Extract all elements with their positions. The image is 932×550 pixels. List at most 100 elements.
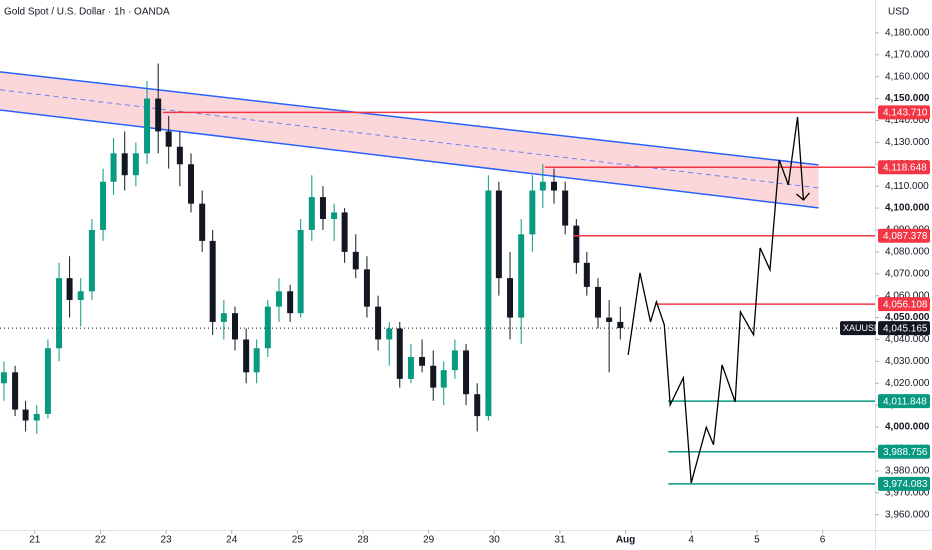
candle-body — [474, 394, 481, 417]
channel-upper — [0, 71, 819, 166]
candle-body — [375, 306, 382, 340]
chart-title: Gold Spot / U.S. Dollar · 1h · OANDA — [4, 7, 170, 18]
y-tick-label: 4,030.000 — [885, 356, 930, 367]
price-tag — [878, 476, 930, 491]
candle-body — [220, 313, 227, 322]
candle-body — [308, 197, 315, 230]
candle-body — [188, 164, 195, 204]
y-tick-label: 3,960.000 — [885, 509, 930, 520]
candle-body — [12, 372, 19, 410]
candle-body — [341, 212, 348, 252]
candle-body — [485, 190, 492, 417]
channel-lower — [0, 109, 819, 209]
candle-body — [66, 278, 73, 301]
candle-body — [243, 339, 250, 373]
candle-body — [539, 181, 546, 191]
candle-body — [231, 313, 238, 340]
candle-body — [463, 350, 470, 395]
candle-body — [529, 190, 536, 235]
y-tick-label: 4,060.000 — [885, 290, 930, 301]
candle-body — [518, 234, 525, 318]
y-tick-label: 4,000.000 — [885, 422, 930, 433]
y-tick-label: 4,020.000 — [885, 378, 930, 389]
price-tag — [878, 297, 930, 312]
price-tag — [878, 228, 930, 243]
x-tick-label: 25 — [292, 535, 304, 546]
y-tick-label: 4,170.000 — [885, 49, 930, 60]
candle-body — [0, 372, 7, 384]
last-price-tag — [878, 321, 930, 336]
candle-body — [253, 348, 260, 373]
candle-body — [319, 197, 326, 220]
price-tag — [878, 394, 930, 409]
candle-body — [606, 317, 613, 322]
candle-body — [396, 328, 403, 379]
candle-body — [583, 262, 590, 287]
candle-body — [507, 278, 514, 318]
candle-body — [386, 328, 393, 340]
price-tag-label: 4,056.108 — [883, 299, 928, 310]
x-tick-label: 6 — [820, 535, 826, 546]
x-tick-label: 30 — [489, 535, 501, 546]
candle-body — [144, 98, 151, 154]
last-price-tag-label: 4,045.165 — [883, 323, 928, 334]
candle-body — [551, 181, 558, 191]
x-tick-label: 23 — [161, 535, 173, 546]
candle-body — [430, 365, 437, 388]
channel-middle — [0, 89, 819, 189]
y-tick-label: 4,050.000 — [885, 312, 930, 323]
symbol-tag — [840, 321, 876, 336]
candle-body — [110, 153, 117, 182]
forecast-arrowhead — [796, 192, 810, 201]
candle-body — [176, 146, 183, 165]
y-tick-label: 3,970.000 — [885, 487, 930, 498]
candle-body — [407, 356, 414, 379]
candle-body — [573, 225, 580, 263]
x-tick-label: 31 — [554, 535, 566, 546]
candle-body — [155, 98, 162, 132]
candle-body — [594, 286, 601, 318]
price-tag-label: 3,974.083 — [883, 479, 928, 490]
candle-body — [297, 229, 304, 314]
candle-body — [33, 413, 40, 421]
candle-body — [331, 212, 338, 220]
y-tick-label: 4,040.000 — [885, 334, 930, 345]
y-tick-label: 4,070.000 — [885, 268, 930, 279]
price-tag-label: 4,143.710 — [883, 107, 928, 118]
candle-body — [199, 203, 206, 241]
y-tick-label: 4,140.000 — [885, 115, 930, 126]
x-tick-label: 24 — [226, 535, 238, 546]
candle-body — [419, 356, 426, 366]
candle-body — [287, 291, 294, 314]
candle-body — [88, 229, 95, 292]
y-tick-label: 4,150.000 — [885, 93, 930, 104]
y-tick-label: 4,100.000 — [885, 203, 930, 214]
candle-body — [562, 190, 569, 226]
candle-body — [132, 153, 139, 176]
x-tick-label: 21 — [29, 535, 41, 546]
candle-body — [495, 190, 502, 279]
price-axis: 3,960.0003,970.0003,980.0003,990.0004,00… — [840, 27, 930, 520]
candle-body — [617, 321, 624, 329]
price-tag-label: 3,988.756 — [883, 447, 928, 458]
x-tick-label: 29 — [423, 535, 435, 546]
candle-body — [440, 370, 447, 388]
price-tag-label: 4,087.378 — [883, 231, 928, 242]
x-tick-label: 5 — [754, 535, 760, 546]
price-tag — [878, 160, 930, 175]
x-tick-label: Aug — [616, 535, 635, 546]
price-tag — [878, 444, 930, 459]
currency-label: USD — [888, 7, 909, 18]
y-tick-label: 3,980.000 — [885, 466, 930, 477]
x-tick-label: 22 — [95, 535, 107, 546]
price-tag-label: 4,118.648 — [883, 162, 927, 173]
candle-body — [121, 153, 128, 176]
y-tick-label: 4,160.000 — [885, 71, 930, 82]
candle-body — [44, 348, 51, 414]
y-tick-label: 4,110.000 — [885, 181, 929, 192]
candle-body — [100, 181, 107, 230]
y-tick-label: 4,180.000 — [885, 27, 930, 38]
x-tick-label: 4 — [688, 535, 694, 546]
